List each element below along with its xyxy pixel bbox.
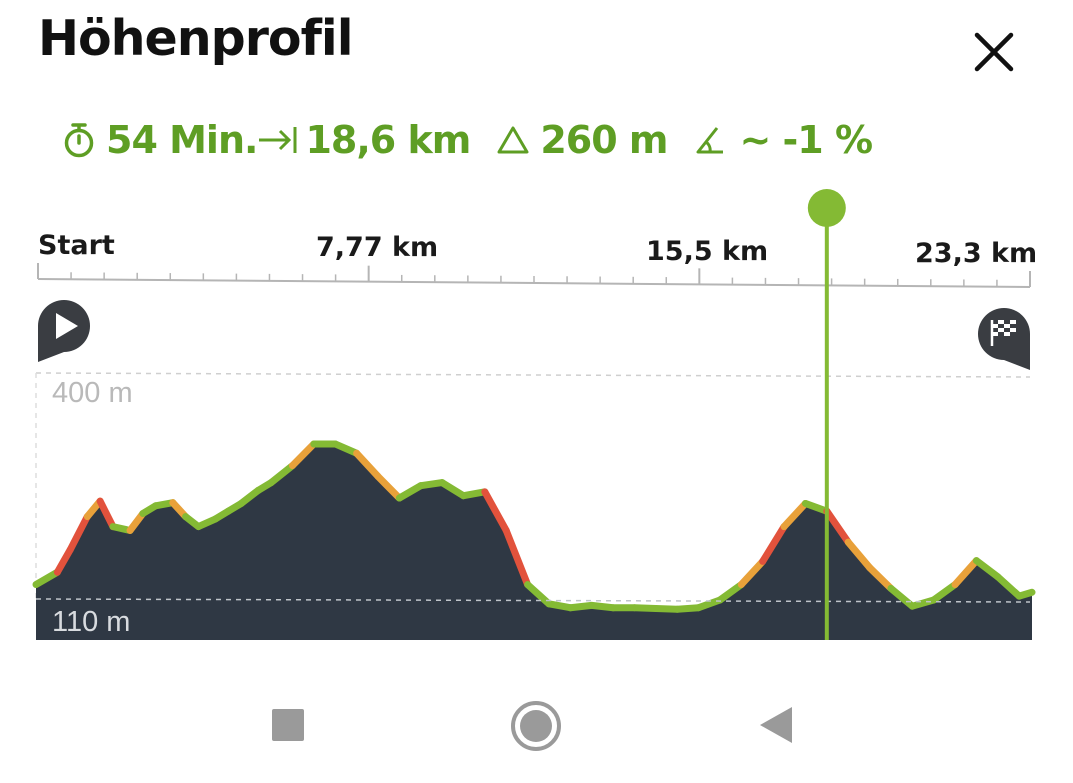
elevation-segment [417,479,446,490]
ruler-label-7-77: 7,77 km [316,232,439,263]
elevation-segment [459,488,489,500]
elevation-segment [288,440,318,470]
y-label-110: 110 m [52,606,130,638]
elevation-line [32,440,1036,613]
elevation-segment [994,573,1023,600]
ruler-label-23-3: 23,3 km [915,238,1038,269]
elevation-segment [737,557,767,589]
elevation-segment [951,557,980,589]
elevation-segment [237,486,262,507]
distance-ruler [37,263,1031,288]
elevation-segment [545,600,574,612]
elevation-segment [524,581,553,608]
finish-marker[interactable] [978,308,1030,370]
elevation-segment [972,557,1002,581]
checkered-flag-icon [990,320,1016,346]
square-icon [272,709,304,741]
elevation-segment [759,523,788,565]
elevation-segment [481,488,510,534]
elevation-segment [566,601,596,612]
elevation-segment [353,449,382,480]
elevation-segment [395,482,425,502]
tour-stats: 54 Min. 18,6 km 260 m ~ -1 % [60,112,873,168]
back-triangle-icon [760,707,792,743]
elevation-segment [374,472,403,502]
elevation-segment [331,440,361,457]
elevation-segment [1015,588,1036,600]
elevation-segment [887,584,916,610]
recent-apps-button[interactable] [270,707,306,743]
elevation-chart[interactable]: 400 m 110 m [0,0,1073,683]
elevation-segment [930,581,959,604]
position-marker-handle[interactable] [807,189,846,227]
elevation-segment [716,581,745,604]
elevation-segment [53,546,74,576]
elevation-segment [96,497,117,531]
gridline-400 [35,372,1031,378]
distance-arrow-icon [259,127,297,153]
circle-icon [511,701,561,751]
elevation-segment [32,568,61,589]
duration-stat: 54 Min. [60,118,258,162]
gradient-stat: ~ -1 % [693,118,873,162]
ruler-label-start: Start [38,230,115,261]
elevation-segment [780,499,809,531]
elevation-segment [126,509,147,534]
elevation-segment [801,499,831,515]
close-button[interactable] [968,26,1020,78]
android-nav-bar [0,683,1073,783]
play-icon [56,313,78,339]
elevation-segment [673,604,703,613]
page-title: Höhenprofil [38,10,353,67]
ascent-stat: 260 m [496,118,668,162]
elevation-segment [844,538,874,572]
elevation-segment [823,507,852,546]
y-label-400: 400 m [52,377,133,409]
elevation-segment [267,462,296,487]
ascent-value: 260 m [540,118,668,162]
elevation-segment [502,526,532,589]
gradient-angle-icon [696,127,724,154]
ascent-triangle-icon [497,126,529,154]
stopwatch-icon [64,123,94,158]
back-button[interactable] [758,705,794,745]
elevation-segment [588,601,617,612]
elevation-segment [438,479,467,500]
ruler-label-15-5: 15,5 km [646,236,769,267]
elevation-segment [866,564,895,592]
elevation-area [36,444,1032,640]
close-icon [974,32,1014,72]
start-marker[interactable] [38,300,90,362]
distance-value: 18,6 km [305,118,471,162]
home-button[interactable] [509,699,563,753]
position-marker[interactable] [807,189,846,640]
elevation-segment [630,604,660,612]
distance-stat: 18,6 km [257,118,471,162]
duration-value: 54 Min. [106,118,258,162]
elevation-segment [652,604,681,613]
elevation-segment [66,513,91,554]
gradient-value: ~ -1 % [739,118,873,162]
